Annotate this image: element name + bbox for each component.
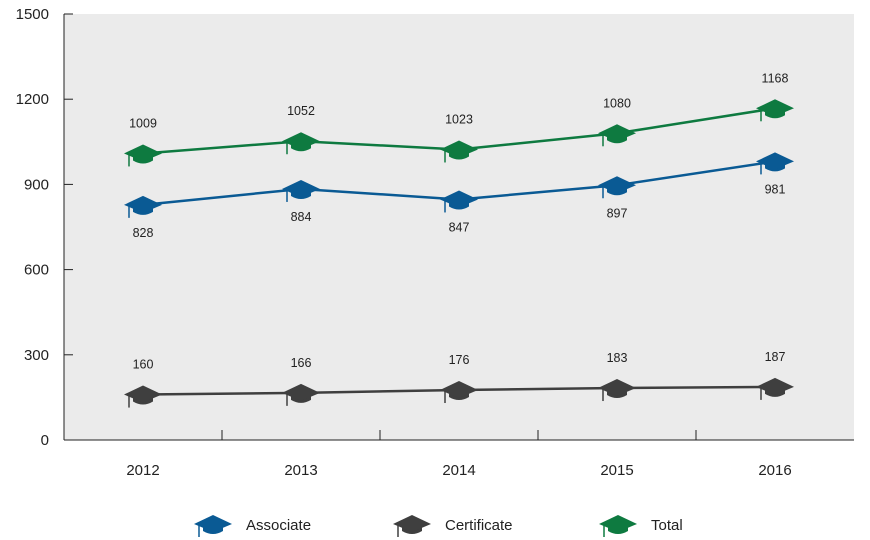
legend-icon-associate xyxy=(194,515,232,537)
y-tick-label: 1500 xyxy=(16,6,49,23)
y-tick-label: 300 xyxy=(24,347,49,364)
data-label-total: 1023 xyxy=(445,112,473,126)
legend: Associate Certificate Total xyxy=(194,515,683,537)
cap-board xyxy=(598,124,636,142)
x-tick-label: 2014 xyxy=(442,462,475,479)
cap-board xyxy=(440,190,478,208)
legend-label-certificate: Certificate xyxy=(445,517,513,534)
data-point-total xyxy=(282,132,320,155)
data-label-certificate: 166 xyxy=(291,356,312,370)
cap-board xyxy=(440,140,478,158)
cap-board xyxy=(393,515,431,532)
data-point-certificate xyxy=(440,381,478,404)
data-point-associate xyxy=(440,190,478,213)
y-tick-label: 900 xyxy=(24,176,49,193)
data-label-certificate: 187 xyxy=(765,350,786,364)
data-point-total xyxy=(598,124,636,147)
y-tick-label: 600 xyxy=(24,262,49,279)
data-label-associate: 897 xyxy=(607,206,628,220)
cap-board xyxy=(282,383,320,401)
cap-board xyxy=(440,381,478,399)
legend-label-associate: Associate xyxy=(246,517,311,534)
data-label-certificate: 183 xyxy=(607,351,628,365)
x-tick-label: 2016 xyxy=(758,462,791,479)
cap-board xyxy=(756,152,794,170)
cap-board xyxy=(282,132,320,150)
x-tick-label: 2012 xyxy=(126,462,159,479)
data-point-certificate xyxy=(756,377,794,400)
cap-board xyxy=(124,195,162,213)
cap-board xyxy=(124,144,162,162)
data-label-certificate: 160 xyxy=(133,358,154,372)
cap-board xyxy=(282,179,320,197)
data-label-certificate: 176 xyxy=(449,353,470,367)
data-label-associate: 884 xyxy=(291,210,312,224)
cap-board xyxy=(756,377,794,395)
legend-icon-total xyxy=(599,515,637,537)
data-label-associate: 981 xyxy=(765,182,786,196)
data-label-associate: 828 xyxy=(133,226,154,240)
data-point-associate xyxy=(124,195,162,218)
cap-board xyxy=(599,515,637,532)
legend-icon-certificate xyxy=(393,515,431,537)
x-tick-label: 2015 xyxy=(600,462,633,479)
data-point-certificate xyxy=(124,385,162,408)
axes: 0 300 600 900 1200 1500 2012 2013 2014 2015 2016 xyxy=(16,6,854,479)
y-tick-label: 0 xyxy=(41,432,49,449)
data-point-total xyxy=(440,140,478,163)
plot-area xyxy=(64,14,854,440)
data-label-associate: 847 xyxy=(449,220,470,234)
series-layer xyxy=(124,99,794,408)
data-label-total: 1009 xyxy=(129,116,157,130)
data-label-total: 1168 xyxy=(762,71,789,85)
cap-board xyxy=(124,385,162,403)
cap-board xyxy=(598,176,636,194)
cap-board xyxy=(194,515,232,532)
data-point-certificate xyxy=(282,383,320,406)
cap-board xyxy=(756,99,794,117)
legend-label-total: Total xyxy=(651,517,683,534)
x-tick-label: 2013 xyxy=(284,462,317,479)
data-point-total xyxy=(756,99,794,122)
data-labels: 828 884 847 897 981 160 166 176 183 187 1009 1052 10… xyxy=(129,71,788,371)
data-point-associate xyxy=(282,179,320,202)
y-tick-label: 1200 xyxy=(16,91,49,108)
data-point-certificate xyxy=(598,379,636,402)
data-point-associate xyxy=(598,176,636,199)
cap-board xyxy=(598,379,636,397)
data-point-associate xyxy=(756,152,794,175)
data-label-total: 1052 xyxy=(287,104,315,118)
data-point-total xyxy=(124,144,162,167)
data-label-total: 1080 xyxy=(603,96,631,110)
